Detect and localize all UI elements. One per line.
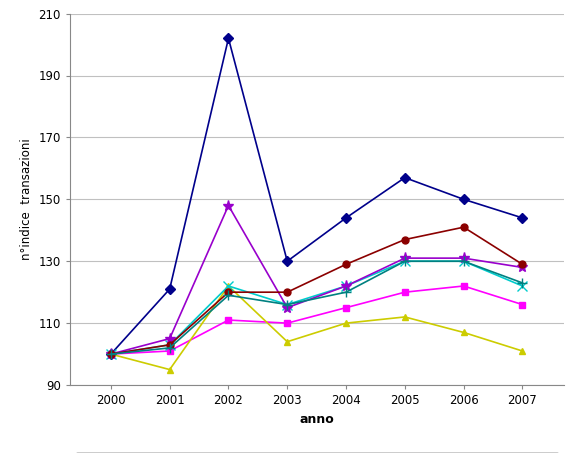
Y-axis label: n°indice  transazioni: n°indice transazioni bbox=[20, 139, 33, 260]
X-axis label: anno: anno bbox=[299, 413, 334, 426]
